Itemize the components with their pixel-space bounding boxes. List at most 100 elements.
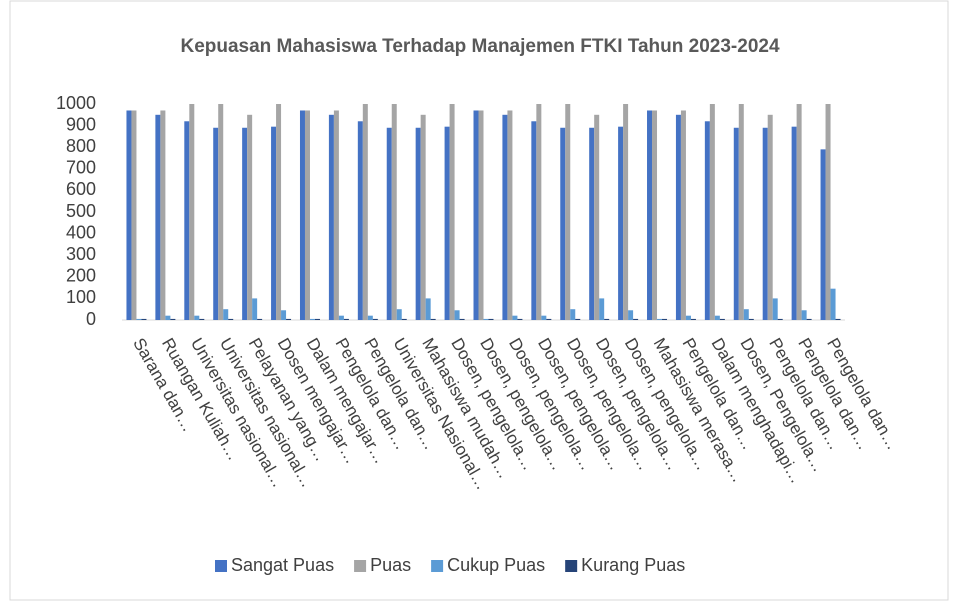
bar [449, 104, 455, 320]
bar [801, 310, 807, 320]
bar [575, 318, 581, 320]
bar [362, 104, 368, 320]
bar [304, 110, 310, 320]
bar [560, 127, 566, 320]
y-tick-label: 600 [66, 179, 96, 199]
bar [830, 288, 836, 320]
bar [820, 149, 826, 320]
y-tick-label: 900 [66, 114, 96, 134]
bar [546, 318, 552, 320]
bar [762, 127, 768, 320]
bar [189, 104, 195, 320]
bar [589, 127, 595, 320]
bar [257, 318, 263, 320]
bar [719, 318, 725, 320]
bar [743, 309, 749, 320]
bar [357, 121, 363, 320]
legend-swatch [431, 560, 444, 572]
bar [199, 318, 205, 320]
bar [223, 309, 229, 320]
bar [714, 315, 720, 320]
bar [136, 318, 142, 320]
bar [796, 104, 802, 320]
bar [333, 110, 339, 320]
bar [767, 114, 773, 320]
bar [194, 315, 200, 320]
bar [791, 126, 797, 321]
bar [594, 114, 600, 320]
bar [825, 104, 831, 320]
bar [401, 318, 407, 320]
bar [478, 110, 484, 320]
y-tick-label: 500 [66, 201, 96, 221]
legend-swatch [565, 560, 578, 572]
bar [391, 104, 397, 320]
bar [454, 310, 460, 320]
bar [772, 298, 778, 320]
legend-label: Puas [370, 555, 411, 575]
bar [517, 318, 523, 320]
bar [536, 104, 542, 320]
chart-title: Kepuasan Mahasiswa Terhadap Manajemen FT… [180, 36, 779, 57]
bar [126, 110, 132, 320]
bar [633, 318, 639, 320]
bar [247, 114, 253, 320]
bar [541, 315, 547, 320]
bar [425, 298, 431, 320]
bar [647, 110, 653, 320]
bar [160, 110, 166, 320]
y-tick-label: 300 [66, 244, 96, 264]
bar [367, 315, 373, 320]
bar [286, 318, 292, 320]
y-tick-label: 800 [66, 136, 96, 156]
y-tick-label: 200 [66, 266, 96, 286]
bar [420, 114, 426, 320]
bar [488, 318, 494, 320]
bar [483, 318, 489, 320]
bar [570, 309, 576, 320]
y-tick-label: 1000 [56, 93, 96, 113]
bar [777, 318, 783, 320]
bar [228, 318, 234, 320]
bar [415, 127, 421, 320]
bar [599, 298, 605, 320]
y-tick-label: 700 [66, 158, 96, 178]
bar [213, 127, 219, 320]
bar [748, 318, 754, 320]
bar [430, 318, 436, 320]
legend-label: Cukup Puas [447, 555, 545, 575]
bar [709, 104, 715, 320]
bar [657, 318, 663, 320]
bar [276, 104, 282, 320]
bar [155, 114, 161, 320]
bar [309, 318, 315, 320]
bar [299, 110, 305, 320]
bar [628, 310, 634, 320]
legend-label: Kurang Puas [581, 555, 685, 575]
bar [502, 114, 508, 320]
bar [690, 318, 696, 320]
y-tick-label: 400 [66, 222, 96, 242]
bar [680, 110, 686, 320]
bar [738, 104, 744, 320]
bar [170, 318, 176, 320]
bar [835, 318, 841, 320]
bar [372, 318, 378, 320]
bar [459, 318, 465, 320]
bar [242, 127, 248, 320]
legend-swatch [354, 560, 367, 572]
bar [662, 318, 668, 320]
bar [165, 315, 171, 320]
bar [184, 121, 190, 320]
legend-swatch [215, 560, 227, 572]
bar [685, 315, 691, 320]
bar [396, 309, 402, 320]
bar [328, 114, 334, 320]
bar [733, 127, 739, 320]
bar [444, 126, 450, 321]
bar [618, 126, 624, 321]
bar [281, 310, 287, 320]
bar [531, 121, 537, 320]
bar [675, 114, 681, 320]
y-tick-label: 0 [86, 309, 96, 329]
